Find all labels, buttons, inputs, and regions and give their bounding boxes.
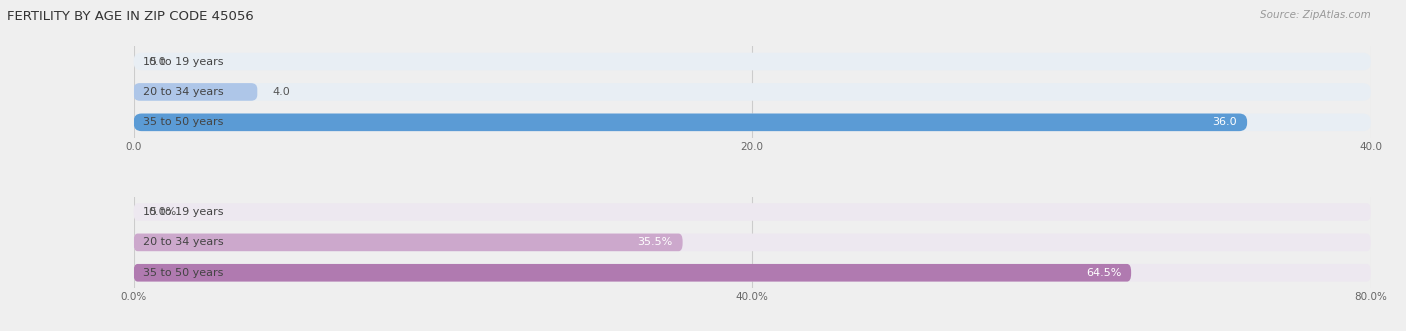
FancyBboxPatch shape (134, 53, 1371, 71)
Text: FERTILITY BY AGE IN ZIP CODE 45056: FERTILITY BY AGE IN ZIP CODE 45056 (7, 10, 253, 23)
FancyBboxPatch shape (134, 114, 1371, 131)
Text: 35.5%: 35.5% (637, 237, 672, 247)
Text: 35 to 50 years: 35 to 50 years (143, 268, 224, 278)
Text: 64.5%: 64.5% (1085, 268, 1121, 278)
FancyBboxPatch shape (134, 264, 1371, 282)
FancyBboxPatch shape (134, 83, 257, 101)
Text: 20 to 34 years: 20 to 34 years (143, 237, 224, 247)
Text: 15 to 19 years: 15 to 19 years (143, 57, 224, 67)
Text: 0.0%: 0.0% (149, 207, 177, 217)
Text: 4.0: 4.0 (273, 87, 290, 97)
FancyBboxPatch shape (134, 203, 1371, 221)
FancyBboxPatch shape (134, 264, 1130, 282)
FancyBboxPatch shape (134, 234, 683, 251)
Text: Source: ZipAtlas.com: Source: ZipAtlas.com (1260, 10, 1371, 20)
FancyBboxPatch shape (134, 114, 1247, 131)
Text: 36.0: 36.0 (1212, 117, 1237, 127)
Text: 35 to 50 years: 35 to 50 years (143, 117, 224, 127)
FancyBboxPatch shape (134, 234, 1371, 251)
Text: 15 to 19 years: 15 to 19 years (143, 207, 224, 217)
FancyBboxPatch shape (134, 83, 1371, 101)
Text: 0.0: 0.0 (149, 57, 166, 67)
Text: 20 to 34 years: 20 to 34 years (143, 87, 224, 97)
